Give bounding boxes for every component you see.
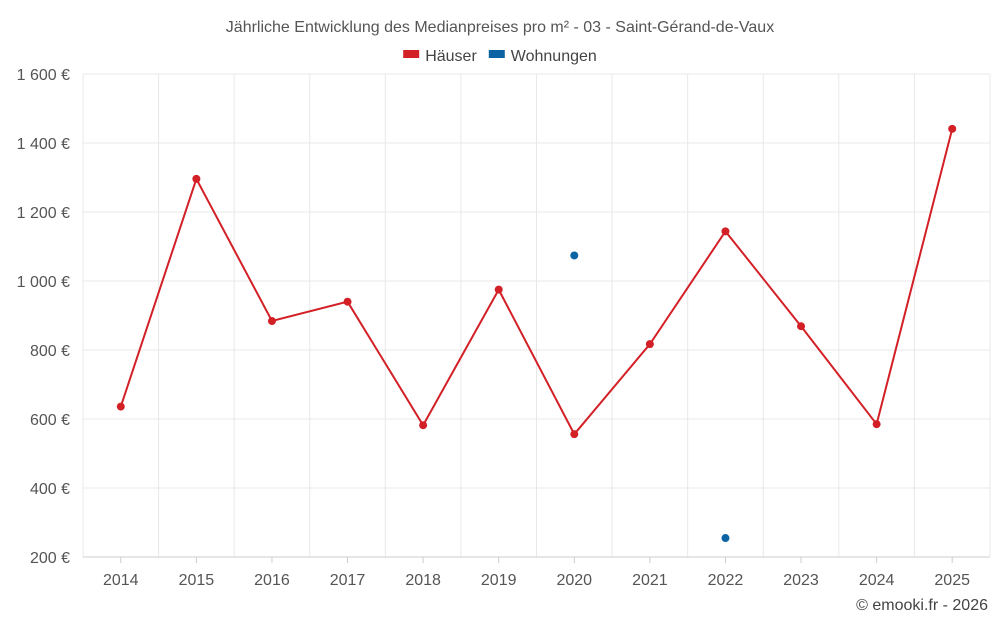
x-tick-label: 2022 bbox=[708, 572, 744, 589]
y-tick-label: 600 € bbox=[30, 412, 70, 429]
data-point[interactable] bbox=[419, 421, 428, 430]
x-tick-label: 2023 bbox=[783, 572, 819, 589]
data-point[interactable] bbox=[721, 534, 730, 543]
credit-text: © emooki.fr - 2026 bbox=[856, 597, 988, 614]
legend-label: Häuser bbox=[425, 48, 477, 65]
data-point[interactable] bbox=[872, 420, 881, 429]
data-point[interactable] bbox=[570, 251, 579, 260]
series-layer bbox=[116, 124, 957, 543]
legend: Häuser Wohnungen bbox=[403, 48, 597, 65]
legend-swatch bbox=[488, 50, 505, 58]
data-point[interactable] bbox=[267, 317, 276, 326]
series-line bbox=[119, 128, 954, 436]
x-tick-label: 2014 bbox=[103, 572, 139, 589]
data-point[interactable] bbox=[721, 227, 730, 236]
data-point[interactable] bbox=[192, 174, 201, 183]
x-tick-label: 2018 bbox=[405, 572, 441, 589]
y-axis: 200 € 400 € 600 € 800 € 1 000 € 1 200 € 1 400 … bbox=[17, 67, 70, 567]
x-tick-label: 2025 bbox=[934, 572, 970, 589]
data-point[interactable] bbox=[494, 285, 503, 294]
y-tick-label: 200 € bbox=[30, 550, 70, 567]
data-point[interactable] bbox=[570, 430, 579, 439]
series-1 bbox=[570, 251, 730, 543]
x-tick-label: 2024 bbox=[859, 572, 895, 589]
x-tick-label: 2016 bbox=[254, 572, 290, 589]
data-point[interactable] bbox=[645, 340, 654, 349]
y-tick-label: 1 200 € bbox=[17, 205, 70, 222]
legend-label: Wohnungen bbox=[511, 48, 597, 65]
data-point[interactable] bbox=[948, 124, 957, 133]
y-tick-label: 400 € bbox=[30, 481, 70, 498]
data-point[interactable] bbox=[797, 322, 806, 331]
y-tick-label: 800 € bbox=[30, 343, 70, 360]
y-tick-label: 1 600 € bbox=[17, 67, 70, 84]
legend-swatch bbox=[403, 50, 420, 58]
grid bbox=[82, 73, 991, 558]
x-axis: 2014 2015 2016 2017 2018 2019 2020 2021 2022 2023… bbox=[83, 556, 990, 589]
x-tick-label: 2019 bbox=[481, 572, 517, 589]
y-tick-label: 1 000 € bbox=[17, 274, 70, 291]
x-tick-label: 2021 bbox=[632, 572, 668, 589]
x-tick-label: 2017 bbox=[330, 572, 366, 589]
chart-title: Jährliche Entwicklung des Medianpreises … bbox=[226, 19, 774, 36]
data-point[interactable] bbox=[116, 402, 125, 411]
y-tick-label: 1 400 € bbox=[17, 136, 70, 153]
x-tick-label: 2020 bbox=[556, 572, 592, 589]
series-0 bbox=[116, 124, 957, 439]
data-point[interactable] bbox=[343, 297, 352, 306]
x-tick-label: 2015 bbox=[179, 572, 215, 589]
